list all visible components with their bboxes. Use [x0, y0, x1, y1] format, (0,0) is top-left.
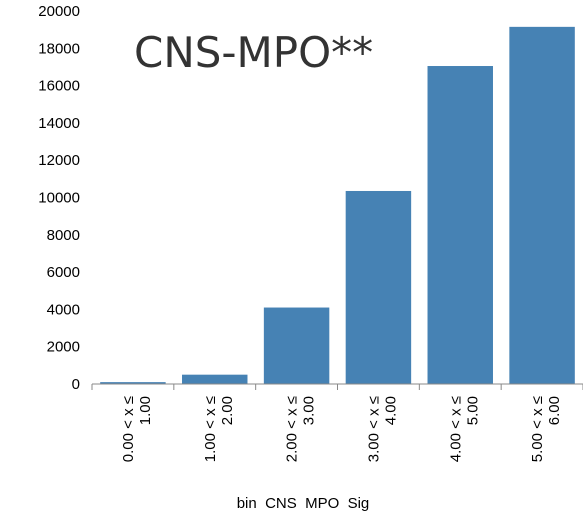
x-tick-label-line: 2.00 < x ≤ [284, 396, 301, 462]
y-axis: 0 2000 4000 6000 8000 10000 12000 14000 16000 180… [38, 3, 80, 393]
y-tick-label: 16000 [38, 78, 80, 95]
x-tick-label-line: 4.00 [382, 396, 399, 425]
y-tick-label: 0 [72, 376, 80, 393]
x-tick-label-line: 4.00 < x ≤ [447, 396, 464, 462]
chart-title: CNS-MPO** [134, 28, 373, 77]
y-tick-label: 18000 [38, 40, 80, 57]
x-tick-label: 2.00 < x ≤3.00 [284, 396, 318, 462]
y-tick-label: 6000 [47, 264, 80, 281]
bar [182, 374, 248, 384]
bar [100, 382, 166, 384]
bar [345, 190, 412, 384]
x-tick-label: 4.00 < x ≤5.00 [447, 396, 481, 462]
x-tick-label-line: 5.00 < x ≤ [529, 396, 546, 462]
bars [100, 26, 575, 384]
x-tick-label-line: 2.00 [219, 396, 236, 425]
x-axis: 0.00 < x ≤1.00 1.00 < x ≤2.00 2.00 < x ≤3.… [91, 383, 583, 462]
x-tick-label-line: 1.00 [137, 396, 154, 425]
y-tick-label: 14000 [38, 115, 80, 132]
bar [263, 307, 330, 384]
x-tick-label-line: 5.00 [464, 396, 481, 425]
y-tick-label: 20000 [38, 3, 80, 20]
x-axis-title: bin CNS MPO Sig [237, 495, 370, 512]
x-tick-label-line: 3.00 [301, 396, 318, 425]
x-tick-label-line: 3.00 < x ≤ [365, 396, 382, 462]
x-tick-label-line: 1.00 < x ≤ [202, 396, 219, 462]
bar [509, 26, 575, 384]
x-tick-label: 0.00 < x ≤1.00 [120, 396, 154, 462]
x-tick-label: 5.00 < x ≤6.00 [529, 396, 563, 462]
bar [427, 66, 493, 384]
x-tick-label-line: 6.00 [546, 396, 563, 425]
y-tick-label: 8000 [47, 227, 80, 244]
y-tick-label: 2000 [47, 339, 80, 356]
x-tick-label-line: 0.00 < x ≤ [120, 396, 137, 462]
y-tick-label: 12000 [38, 152, 80, 169]
x-tick-label: 3.00 < x ≤4.00 [365, 396, 399, 462]
x-tick-label: 1.00 < x ≤2.00 [202, 396, 236, 462]
y-tick-label: 10000 [38, 190, 80, 207]
y-tick-label: 4000 [47, 301, 80, 318]
